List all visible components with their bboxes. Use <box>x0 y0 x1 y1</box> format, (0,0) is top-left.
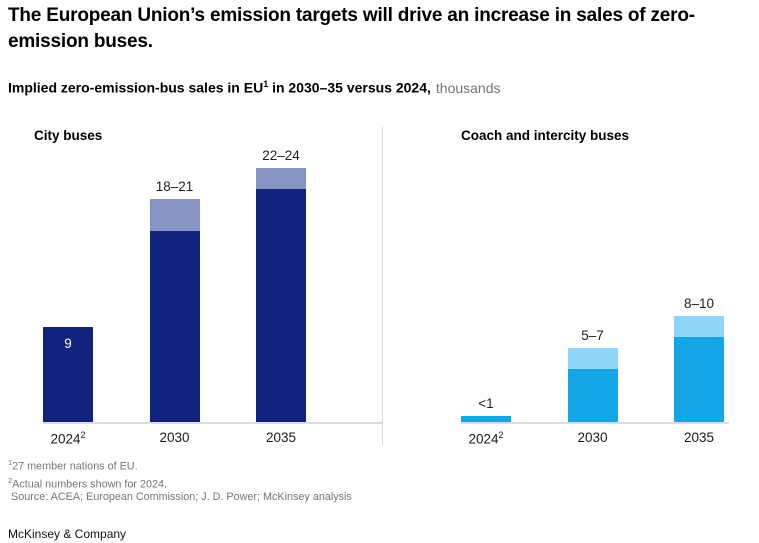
bar-segment-upper-range <box>674 316 724 338</box>
bar-segment-upper-range <box>256 167 306 189</box>
bar-value-label: 5–7 <box>581 327 604 343</box>
mckinsey-company-wordmark: McKinsey & Company <box>8 527 127 541</box>
subtitle-text: Implied zero-emission-bus sales in EU <box>8 79 264 96</box>
exhibit-title: The European Union’s emission targets wi… <box>8 5 695 52</box>
bar-value-label: <1 <box>478 395 494 411</box>
x-axis-line <box>43 422 383 424</box>
x-axis-label: 20242 <box>50 430 86 447</box>
footnote-marker: 1 <box>8 458 13 467</box>
bar-value-label: 22–24 <box>262 147 300 163</box>
source-line: Source: ACEA; European Commission; J. D.… <box>11 491 352 504</box>
x-axis-label: 2030 <box>159 430 190 445</box>
panel-divider <box>382 127 383 445</box>
x-axis-label: 20242 <box>468 430 504 447</box>
x-axis-label: 2035 <box>265 430 297 445</box>
bar-segment-upper-range <box>567 347 618 369</box>
bar-value-label: 8–10 <box>683 296 715 311</box>
x-axis-label: 2035 <box>683 430 715 445</box>
footnote-marker: 2 <box>8 475 13 485</box>
bar-chart-city-buses: 9 20242 18–21 2030 22–24 2035 <box>43 148 383 447</box>
bar-2030 <box>567 347 618 422</box>
bar-value-label: 18–21 <box>155 179 194 195</box>
x-axis-line <box>461 422 729 424</box>
bar-value-label: 9 <box>64 335 72 351</box>
bar-2024 <box>43 326 93 422</box>
bar-chart-coach-intercity-buses: <1 20242 5–7 2030 8–10 2035 <box>461 160 729 447</box>
exhibit-subtitle: Implied zero-emission-bus sales in EU1 i… <box>8 79 501 96</box>
footnotes: 127 member nations of EU. 2Actual number… <box>8 456 352 504</box>
chart-title-city-buses: City buses <box>34 128 103 143</box>
bar-2035 <box>674 316 724 422</box>
footnote-text: 27 member nations of EU. <box>12 460 138 473</box>
footnote-1: 127 member nations of EU. <box>8 456 352 474</box>
subtitle-text-2: in 2030–35 versus 2024, <box>268 79 431 96</box>
footnote-ref-1: 1 <box>263 79 269 89</box>
x-axis-label: 2030 <box>577 430 608 445</box>
footnote-2: 2Actual numbers shown for 2024. <box>8 474 352 492</box>
footnote-text: Actual numbers shown for 2024. <box>12 478 168 491</box>
bar-2024 <box>461 415 511 422</box>
chart-title-coach-intercity-buses: Coach and intercity buses <box>461 128 630 143</box>
subtitle-unit: thousands <box>435 79 501 96</box>
bar-2035 <box>256 167 306 422</box>
bar-2030 <box>149 199 200 422</box>
bar-segment-upper-range <box>149 199 200 232</box>
